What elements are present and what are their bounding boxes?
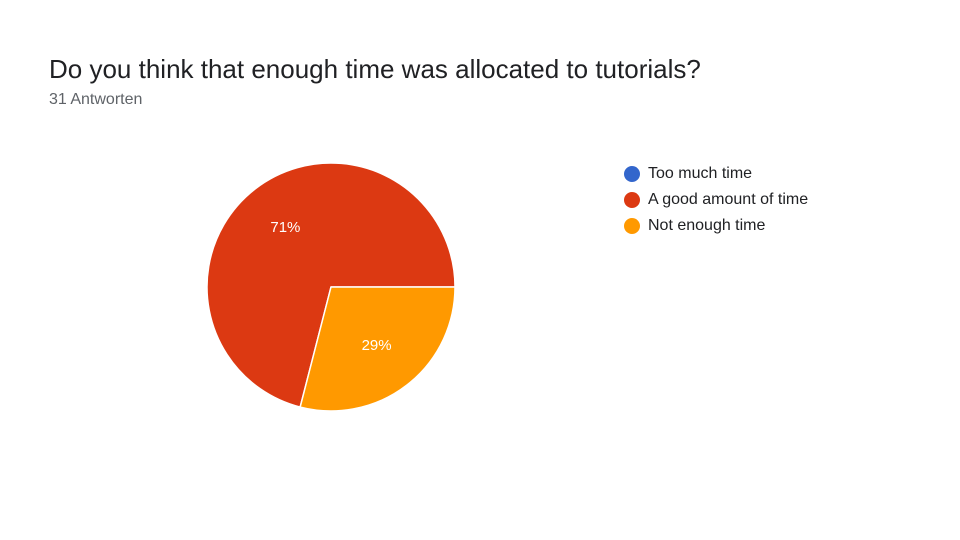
legend-label-2: A good amount of time	[648, 191, 809, 208]
legend-swatch-1	[624, 166, 640, 182]
pie-data-label-3: 29%	[362, 337, 392, 354]
legend-label-3: Not enough time	[648, 217, 766, 234]
legend-item-1: Too much time	[624, 161, 808, 187]
legend-swatch-2	[624, 192, 640, 208]
pie-data-label-2: 71%	[270, 219, 300, 236]
legend-item-2: A good amount of time	[624, 187, 808, 213]
response-count: 31 Antworten	[49, 91, 143, 108]
pie-data-labels: 71% 29%	[270, 219, 391, 354]
pie-slice-2	[206, 162, 456, 408]
chart-title: Do you think that enough time was alloca…	[49, 54, 701, 84]
legend-label-1: Too much time	[648, 165, 753, 182]
legend-swatch-3	[624, 218, 640, 234]
pie-slice-3	[299, 286, 456, 412]
pie-slices	[206, 162, 456, 412]
chart-legend: Too much time A good amount of time Not en…	[624, 161, 808, 239]
legend-item-3: Not enough time	[624, 213, 808, 239]
